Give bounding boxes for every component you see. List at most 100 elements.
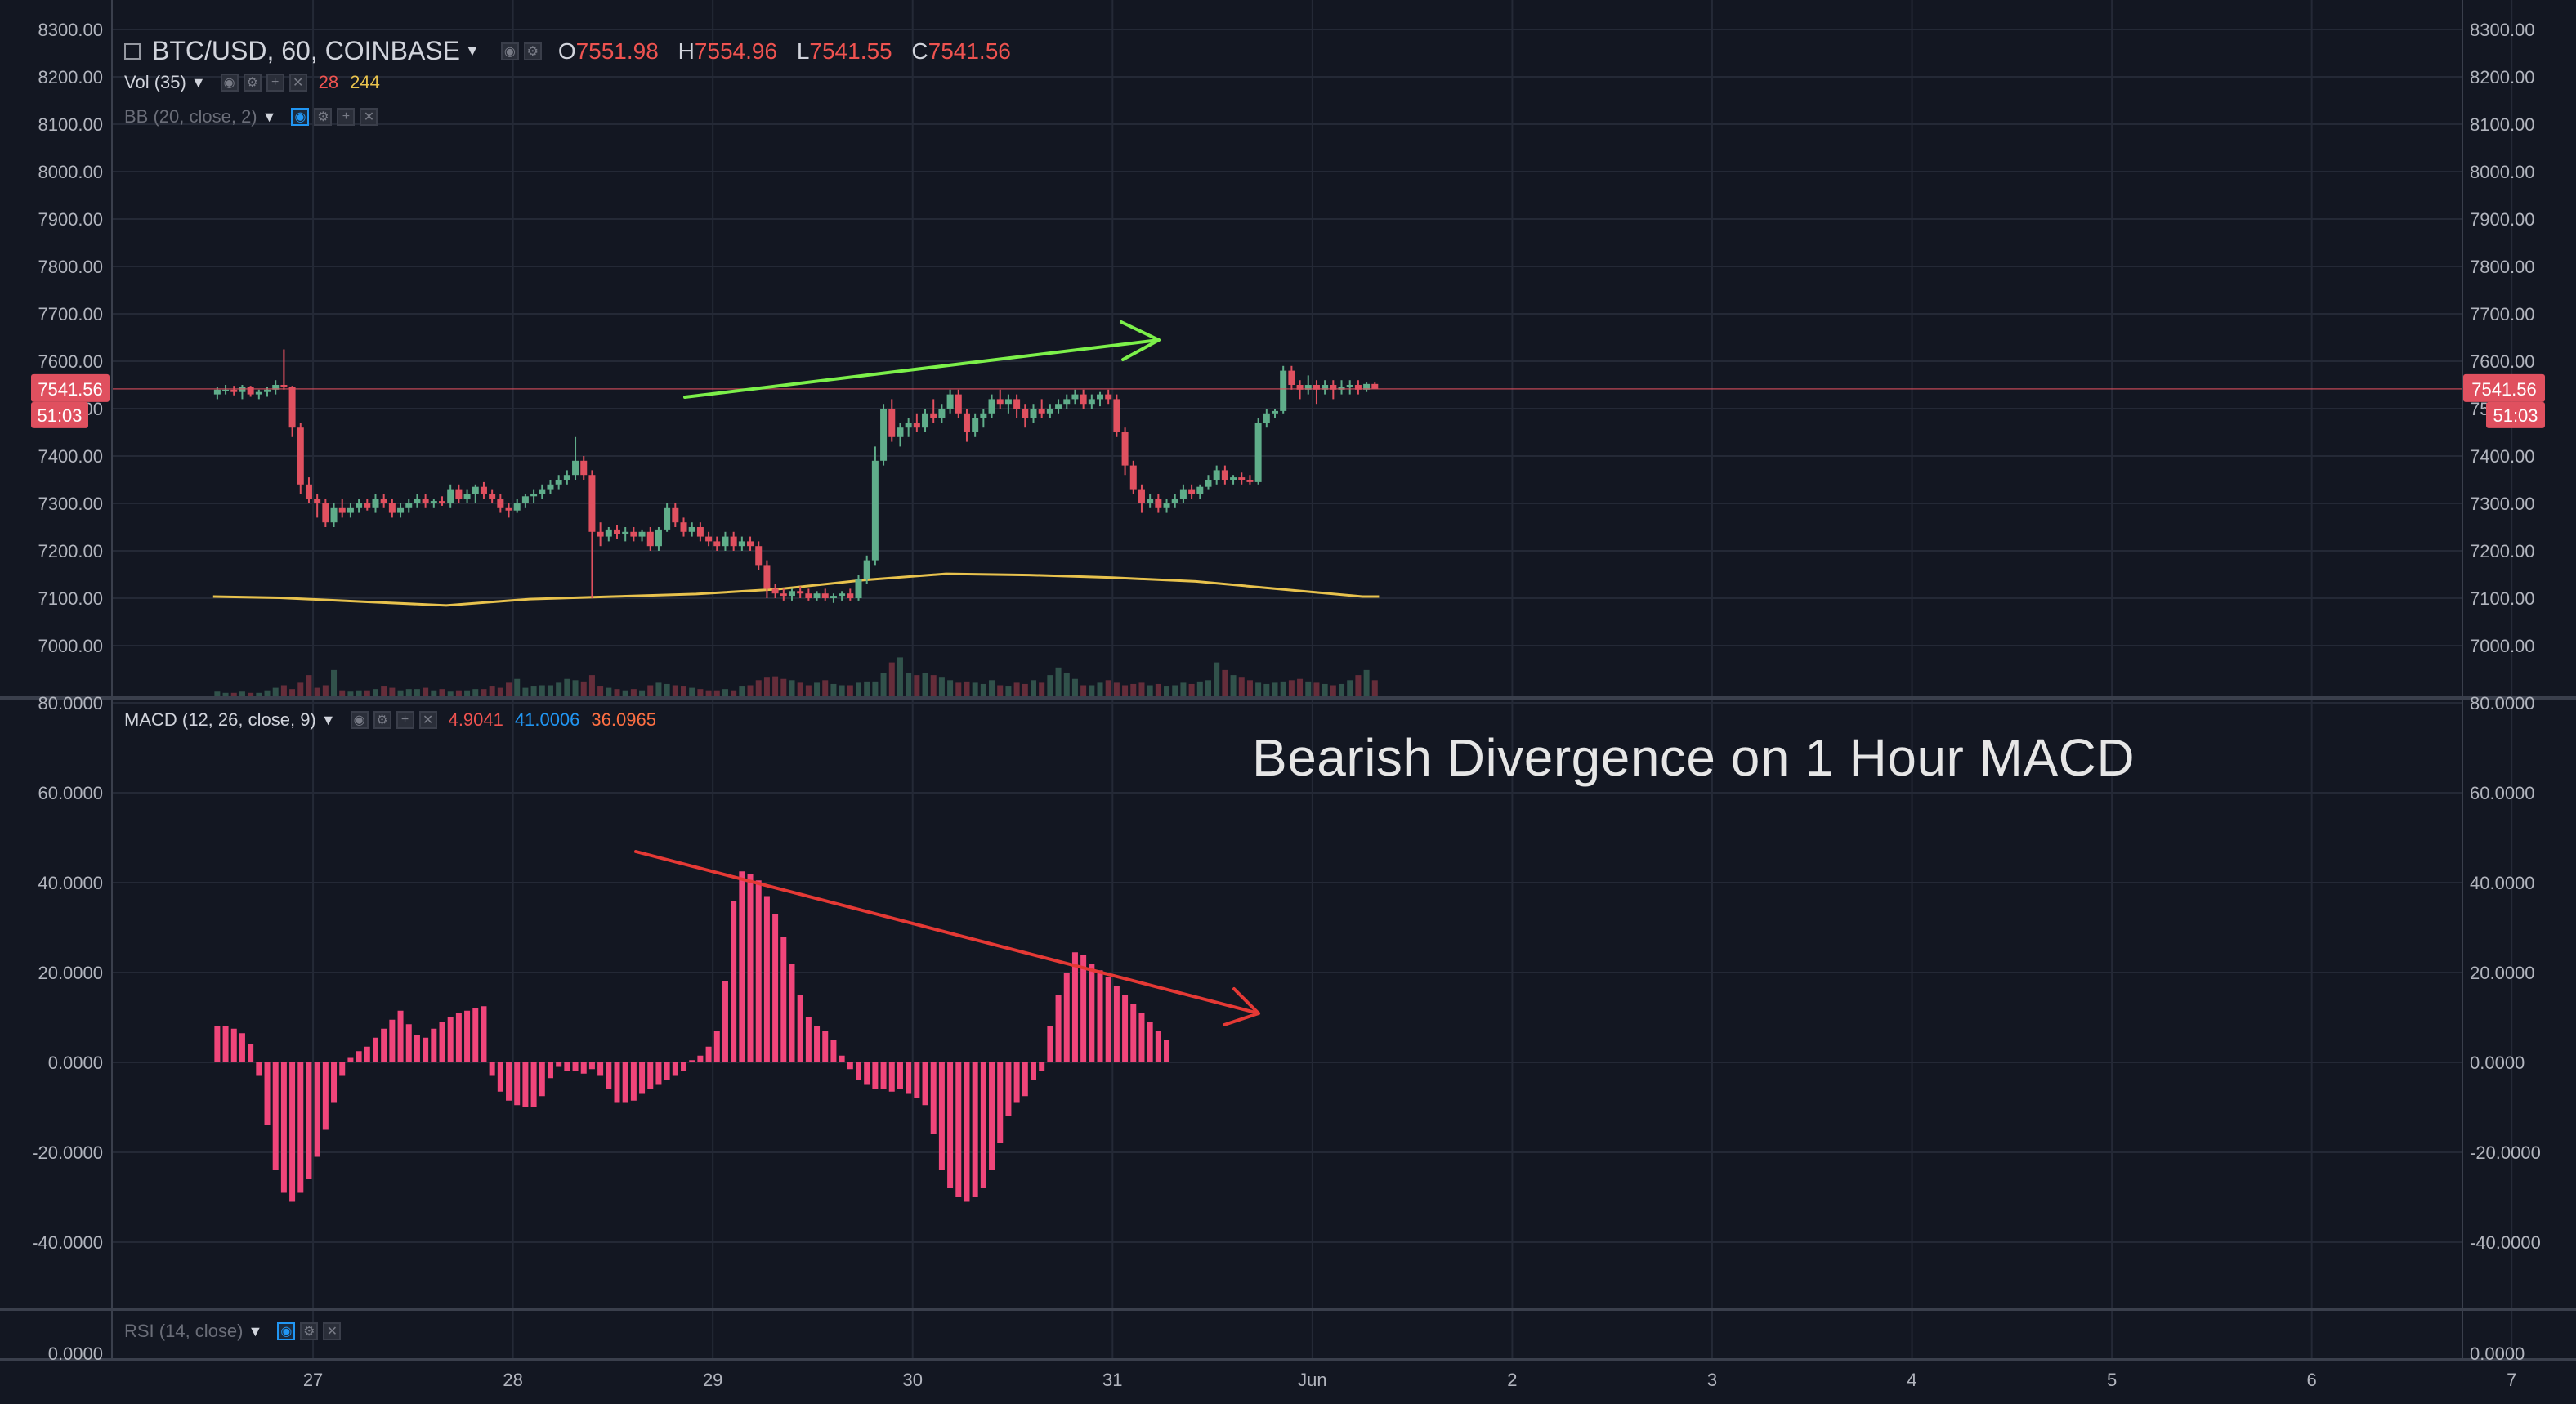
- collapse-square-icon[interactable]: [124, 42, 141, 60]
- falling-macd-trendline[interactable]: [634, 850, 1260, 1026]
- svg-text:7541.56: 7541.56: [38, 379, 103, 400]
- pane-separator[interactable]: [0, 1308, 2576, 1311]
- pane-separator[interactable]: [0, 696, 2576, 700]
- candle-body: [888, 409, 896, 437]
- rising-price-trendline[interactable]: [683, 320, 1161, 399]
- macd-tick-label-left: -20.0000: [32, 1142, 103, 1163]
- candle: [1004, 394, 1012, 414]
- candle-body: [646, 531, 654, 547]
- volume-bar: [248, 692, 254, 698]
- eye-icon[interactable]: ◉: [277, 1322, 296, 1340]
- gear-icon[interactable]: ⚙: [243, 74, 262, 92]
- volume-bar: [830, 683, 837, 698]
- dropdown-caret-icon[interactable]: ▼: [320, 711, 336, 728]
- candle-body: [356, 503, 363, 508]
- candle-body: [938, 409, 946, 418]
- eye-icon[interactable]: ◉: [350, 711, 369, 729]
- dropdown-caret-icon[interactable]: ▼: [464, 42, 480, 59]
- macd-histogram-bar: [1138, 1013, 1145, 1062]
- candle: [847, 588, 854, 601]
- volume-bar: [906, 673, 912, 698]
- rsi-indicator-label[interactable]: RSI (14, close): [124, 1321, 244, 1341]
- eye-icon[interactable]: ◉: [220, 74, 239, 92]
- macd-histogram-bar: [464, 1010, 471, 1062]
- plus-icon[interactable]: +: [396, 711, 414, 729]
- eye-icon[interactable]: ◉: [500, 42, 519, 60]
- candle-body: [547, 484, 554, 490]
- volume-bar: [1113, 682, 1120, 698]
- price-tick-label-left: 7900.00: [38, 209, 103, 230]
- candle: [630, 527, 637, 542]
- candle: [1263, 409, 1270, 428]
- candle: [1080, 389, 1087, 409]
- candle-body: [213, 389, 221, 395]
- candle: [239, 385, 246, 400]
- candle-body: [730, 536, 737, 547]
- plus-icon[interactable]: +: [337, 108, 356, 126]
- volume-bar: [697, 689, 704, 698]
- volume-bar: [372, 689, 378, 698]
- candle-body: [805, 593, 812, 598]
- gear-icon[interactable]: ⚙: [300, 1322, 319, 1340]
- dropdown-caret-icon[interactable]: ▼: [190, 74, 206, 91]
- dropdown-caret-icon[interactable]: ▼: [262, 108, 277, 125]
- macd-histogram-bar: [481, 1006, 487, 1062]
- candle-body: [580, 460, 588, 476]
- close-icon[interactable]: ✕: [323, 1322, 342, 1340]
- candle: [1030, 404, 1037, 423]
- plus-icon[interactable]: +: [266, 74, 284, 92]
- gear-icon[interactable]: ⚙: [373, 711, 391, 729]
- macd-indicator-label[interactable]: MACD (12, 26, close, 9): [124, 709, 316, 730]
- volume-bar: [689, 687, 695, 698]
- candle-body: [1230, 477, 1237, 480]
- time-tick-label: 29: [703, 1370, 722, 1390]
- volume-indicator-label[interactable]: Vol (35): [124, 72, 186, 92]
- candle-body: [930, 413, 937, 418]
- close-value: 7541.56: [928, 38, 1011, 64]
- candle-body: [797, 591, 804, 594]
- macd-histogram-bar: [797, 995, 803, 1062]
- volume-bar: [772, 676, 779, 698]
- macd-tick-label-left: 80.0000: [38, 693, 103, 713]
- macd-histogram-bar: [763, 896, 770, 1062]
- candle-body: [1097, 394, 1104, 400]
- volume-bar: [1013, 682, 1020, 698]
- close-icon[interactable]: ✕: [288, 74, 307, 92]
- eye-icon[interactable]: ◉: [291, 108, 310, 126]
- candle: [397, 503, 405, 518]
- candle-body: [463, 494, 471, 499]
- candle-body: [605, 529, 612, 537]
- candle-body: [688, 527, 695, 532]
- candle-body: [813, 593, 821, 598]
- candle: [688, 522, 695, 537]
- price-tick-label-right: 8100.00: [2470, 114, 2535, 135]
- symbol-title[interactable]: BTC/USD, 60, COINBASE: [152, 36, 460, 65]
- macd-histogram-bar: [739, 871, 745, 1062]
- volume-bar: [1155, 683, 1161, 698]
- volume-bar: [264, 690, 271, 698]
- volume-bar: [455, 690, 462, 698]
- candle: [730, 531, 737, 551]
- candle-body: [913, 423, 920, 428]
- volume-bar: [1272, 682, 1278, 698]
- volume-bar: [331, 669, 338, 698]
- macd-histogram-bar: [722, 981, 728, 1062]
- candle: [505, 503, 512, 518]
- candle: [272, 380, 280, 395]
- volume-bar: [647, 685, 654, 698]
- macd-histogram-bar: [839, 1055, 845, 1062]
- bollinger-indicator-label[interactable]: BB (20, close, 2): [124, 106, 257, 127]
- volume-bar: [755, 680, 762, 698]
- dropdown-caret-icon[interactable]: ▼: [248, 1322, 263, 1339]
- macd-histogram-bar: [789, 964, 795, 1062]
- macd-histogram-bar: [431, 1028, 437, 1062]
- gear-icon[interactable]: ⚙: [523, 42, 542, 60]
- price-tick-label-left: 7200.00: [38, 541, 103, 561]
- volume-bar: [1039, 682, 1045, 698]
- candle: [314, 494, 321, 518]
- candle-body: [847, 593, 854, 598]
- gear-icon[interactable]: ⚙: [314, 108, 333, 126]
- close-icon[interactable]: ✕: [360, 108, 378, 126]
- close-icon[interactable]: ✕: [418, 711, 437, 729]
